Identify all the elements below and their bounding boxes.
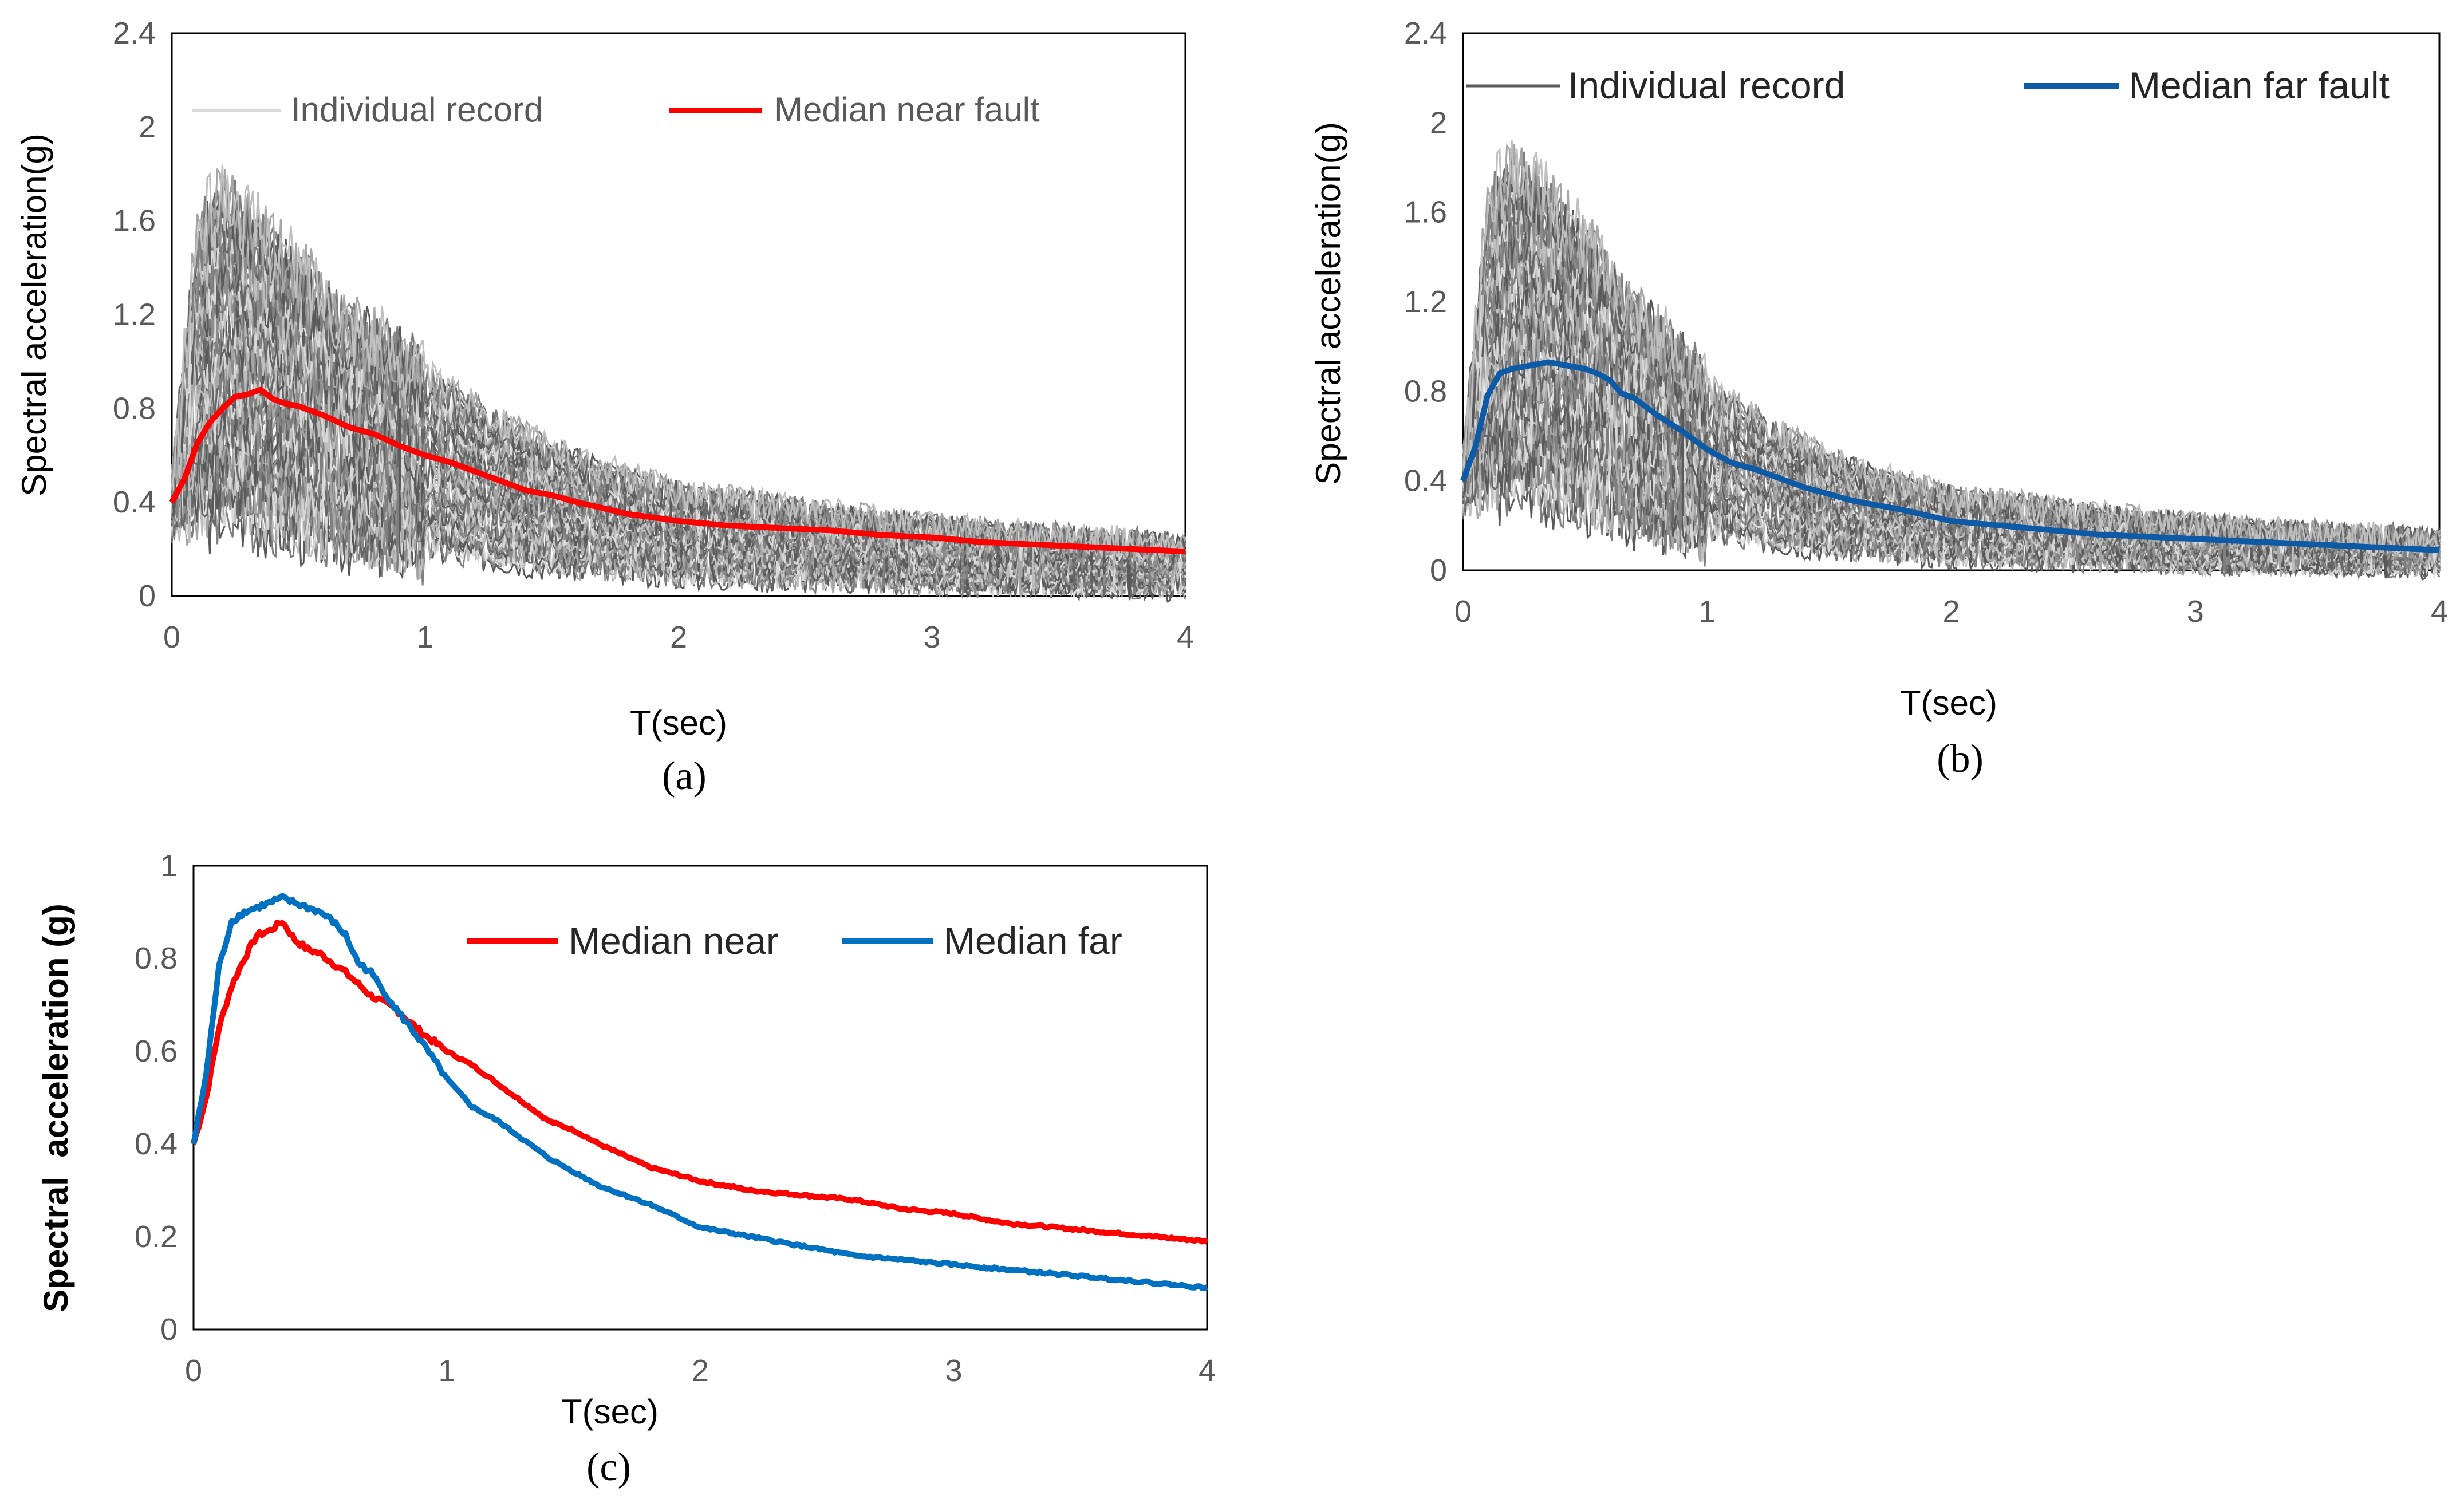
chart-b-legend-median-label: Median far fault: [2129, 64, 2390, 106]
chart-c-y-tick-label: 0.2: [135, 1220, 178, 1254]
chart-c-x-tick-label: 3: [945, 1354, 962, 1388]
chart-c-y-ticks: 0 0.2 0.4 0.6 0.8 1: [135, 849, 178, 1347]
chart-b-x-tick-label: 3: [2187, 594, 2204, 629]
chart-a-x-tick-label: 3: [923, 620, 940, 654]
chart-c-plot-area: [192, 865, 1208, 1331]
chart-a-caption: (a): [662, 754, 707, 798]
chart-c-line-median-far: [191, 893, 1208, 1291]
chart-b-plot-area: [1462, 32, 2441, 571]
chart-b-y-tick-label: 0.8: [1404, 374, 1447, 408]
chart-b-x-tick-label: 1: [1698, 594, 1716, 629]
chart-b-x-tick-label: 2: [1942, 594, 1960, 629]
chart-a-x-tick-label: 1: [416, 620, 433, 654]
chart-a-y-axis-title: Spectral acceleration(g): [15, 133, 53, 496]
chart-a-median-line: [169, 386, 1186, 555]
chart-c: 0 0.2 0.4 0.6 0.8 1 0 1 2 3 4 Median near Median …: [37, 849, 1216, 1489]
chart-a-record-line: [171, 227, 1186, 569]
chart-b-x-axis-title: T(sec): [1900, 684, 1997, 722]
chart-a-y-ticks: 0 0.4 0.8 1.2 1.6 2 2.4: [113, 16, 156, 613]
chart-b-record-line: [1462, 143, 2441, 557]
chart-c-y-tick-label: 0.8: [135, 941, 178, 976]
chart-c-y-tick-label: 1: [160, 849, 178, 883]
chart-b-legend-record-label: Individual record: [1568, 64, 1845, 106]
chart-b-y-tick-label: 2: [1430, 105, 1447, 140]
chart-a-y-tick-label: 2: [139, 110, 156, 144]
chart-a-x-tick-label: 2: [670, 620, 687, 654]
chart-b-y-axis-title: Spectral acceleration(g): [1309, 122, 1347, 485]
chart-c-legend-near-label: Median near: [569, 920, 779, 962]
chart-c-x-tick-label: 1: [438, 1354, 455, 1388]
chart-b-x-ticks: 0 1 2 3 4: [1454, 594, 2448, 629]
chart-b-caption: (b): [1937, 737, 1984, 781]
chart-b-y-tick-label: 0: [1430, 553, 1447, 587]
chart-a-x-tick-label: 0: [163, 620, 180, 654]
chart-c-y-tick-label: 0.4: [135, 1127, 178, 1161]
chart-a: 0 0.4 0.8 1.2 1.6 2 2.4 0 1 2 3 4 Individual recor…: [15, 16, 1194, 798]
chart-b: 0 0.4 0.8 1.2 1.6 2 2.4 0 1 2 3 4 Individual recor…: [1309, 16, 2448, 781]
chart-c-legend-far-label: Median far: [944, 920, 1122, 962]
chart-c-y-tick-label: 0: [160, 1312, 178, 1347]
chart-c-caption: (c): [586, 1445, 631, 1489]
chart-c-x-tick-label: 0: [185, 1354, 202, 1388]
chart-a-y-tick-label: 1.6: [113, 204, 156, 238]
chart-a-plot-area: [171, 32, 1186, 597]
chart-b-y-tick-label: 2.4: [1404, 16, 1447, 50]
chart-b-y-ticks: 0 0.4 0.8 1.2 1.6 2 2.4: [1404, 16, 1447, 587]
chart-b-median-line: [1460, 359, 2440, 553]
chart-c-y-axis-title: Spectral acceleration (g): [37, 904, 75, 1312]
chart-a-record-line: [171, 164, 1186, 559]
chart-b-x-tick-label: 4: [2431, 594, 2448, 629]
chart-a-record-line: [171, 167, 1186, 562]
chart-b-record-line: [1462, 140, 2440, 555]
chart-c-line-median-near: [191, 920, 1209, 1245]
chart-a-y-tick-label: 0: [139, 579, 156, 613]
chart-c-y-tick-label: 0.6: [135, 1034, 178, 1068]
chart-a-y-tick-label: 0.8: [113, 391, 156, 425]
chart-c-x-ticks: 0 1 2 3 4: [185, 1354, 1216, 1388]
chart-c-x-tick-label: 2: [692, 1354, 709, 1388]
chart-c-x-tick-label: 4: [1199, 1354, 1216, 1388]
chart-a-x-tick-label: 4: [1177, 620, 1194, 654]
chart-a-x-axis-title: T(sec): [630, 704, 727, 742]
chart-a-x-ticks: 0 1 2 3 4: [163, 620, 1194, 654]
chart-a-y-tick-label: 0.4: [113, 485, 156, 519]
chart-c-x-axis-title: T(sec): [561, 1392, 659, 1431]
chart-b-x-tick-label: 0: [1454, 594, 1472, 629]
chart-b-y-tick-label: 0.4: [1404, 464, 1447, 498]
chart-a-y-tick-label: 2.4: [113, 16, 156, 50]
chart-a-legend-record-label: Individual record: [291, 90, 543, 129]
chart-b-y-tick-label: 1.2: [1404, 285, 1447, 319]
chart-b-individual-records: [1462, 140, 2441, 581]
chart-a-individual-records: [171, 164, 1186, 603]
chart-b-y-tick-label: 1.6: [1404, 195, 1447, 230]
chart-a-legend-median-label: Median near fault: [774, 90, 1040, 129]
chart-a-y-tick-label: 1.2: [113, 298, 156, 332]
